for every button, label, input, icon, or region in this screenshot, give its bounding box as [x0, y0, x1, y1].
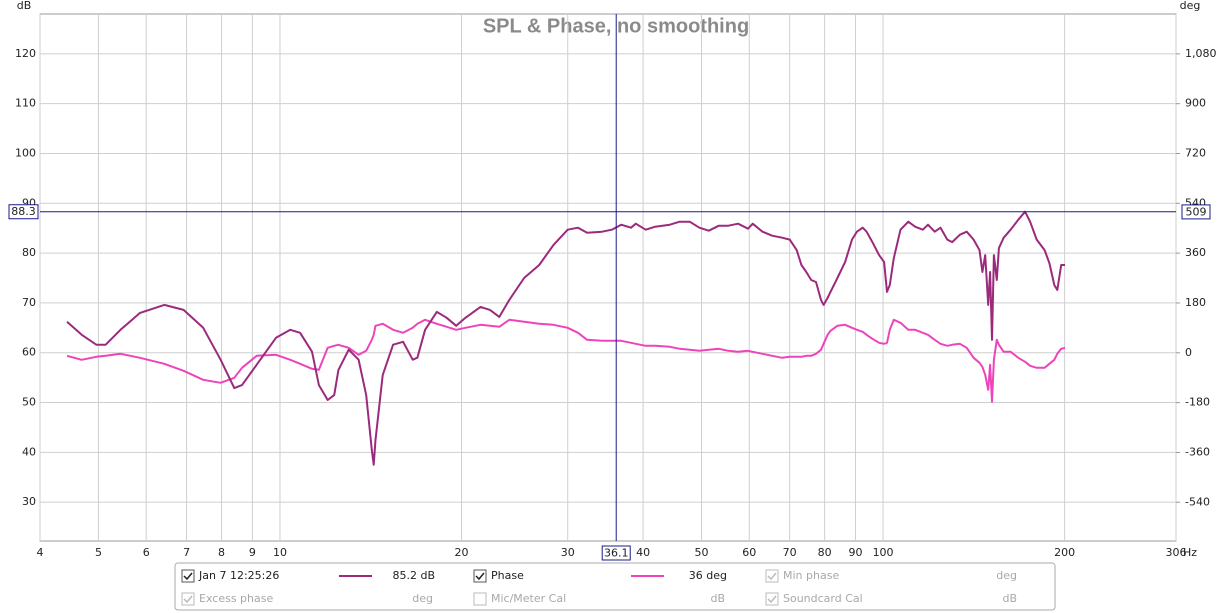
- cursor-y2-label-box: [1181, 204, 1211, 220]
- y2-tick-label: 1,080: [1185, 47, 1217, 60]
- legend-panel: [174, 562, 1056, 611]
- y2-tick-label: -180: [1185, 396, 1210, 409]
- legend-checkbox[interactable]: [765, 569, 779, 583]
- cursor-y-label-box: [8, 204, 39, 220]
- y2-tick-label: 0: [1185, 346, 1192, 359]
- x-tick-label: 6: [143, 546, 150, 559]
- y-tick-label: 60: [22, 346, 36, 359]
- x-tick-label: 50: [695, 546, 709, 559]
- x-unit: Hz: [1183, 546, 1197, 559]
- y2-unit: deg: [1180, 0, 1201, 12]
- legend-readout: 36 deg: [689, 569, 727, 582]
- x-tick-label: 60: [742, 546, 756, 559]
- legend-checkbox[interactable]: [473, 569, 487, 583]
- legend-checkbox[interactable]: [765, 592, 779, 606]
- legend-label: Mic/Meter Cal: [491, 592, 566, 605]
- plot-area: [39, 13, 1177, 542]
- y-tick-label: 120: [15, 47, 36, 60]
- x-tick-label: 100: [873, 546, 894, 559]
- legend-label: Soundcard Cal: [783, 592, 863, 605]
- y2-tick-label: -360: [1185, 445, 1210, 458]
- legend-unit: dB: [710, 592, 725, 605]
- x-tick-label: 7: [183, 546, 190, 559]
- y-tick-label: 80: [22, 246, 36, 259]
- x-tick-label: 90: [848, 546, 862, 559]
- y2-tick-label: 720: [1185, 147, 1206, 160]
- legend-readout: 85.2 dB: [392, 569, 435, 582]
- x-tick-label: 306: [1166, 546, 1187, 559]
- legend-label: Phase: [491, 569, 524, 582]
- y2-tick-label: 360: [1185, 246, 1206, 259]
- cursor-y2-label: 509: [1186, 205, 1207, 218]
- cursor-x-label: 36.1: [604, 547, 629, 560]
- y-tick-label: 30: [22, 495, 36, 508]
- x-tick-label: 8: [218, 546, 225, 559]
- x-tick-label: 20: [455, 546, 469, 559]
- series-line: [66, 210, 1065, 466]
- series-line: [66, 318, 1066, 403]
- y-tick-label: 110: [15, 97, 36, 110]
- legend-checkbox-tick: [767, 595, 777, 604]
- legend-unit: deg: [996, 569, 1017, 582]
- legend-unit: deg: [412, 592, 433, 605]
- legend-checkbox[interactable]: [181, 592, 195, 606]
- y-tick-label: 40: [22, 445, 36, 458]
- legend-checkbox[interactable]: [181, 569, 195, 583]
- legend-label: Min phase: [783, 569, 839, 582]
- x-tick-label: 80: [818, 546, 832, 559]
- x-tick-label: 40: [636, 546, 650, 559]
- y2-tick-label: -540: [1185, 495, 1210, 508]
- y2-tick-label: 900: [1185, 97, 1206, 110]
- x-tick-label: 10: [273, 546, 287, 559]
- x-tick-label: 4: [37, 546, 44, 559]
- legend-checkbox-tick: [767, 572, 777, 581]
- x-tick-label: 30: [561, 546, 575, 559]
- legend-checkbox-tick: [183, 595, 193, 604]
- x-tick-label: 9: [249, 546, 256, 559]
- y-tick-label: 50: [22, 396, 36, 409]
- y-tick-label: 100: [15, 146, 36, 159]
- x-tick-label: 5: [95, 546, 102, 559]
- y2-tick-label: 180: [1185, 296, 1206, 309]
- y-tick-label: 70: [22, 296, 36, 309]
- cursor-x-label-box: [601, 545, 631, 561]
- legend-label: Jan 7 12:25:26: [198, 569, 279, 582]
- legend-checkbox-tick: [475, 572, 485, 581]
- legend-checkbox-tick: [183, 572, 193, 581]
- legend-label: Excess phase: [199, 592, 273, 605]
- x-tick-label: 200: [1054, 546, 1075, 559]
- x-tick-label: 70: [783, 546, 797, 559]
- y-unit: dB: [17, 0, 32, 12]
- cursor-y-label: 88.3: [11, 205, 36, 218]
- legend-checkbox[interactable]: [473, 592, 487, 606]
- legend-unit: dB: [1002, 592, 1017, 605]
